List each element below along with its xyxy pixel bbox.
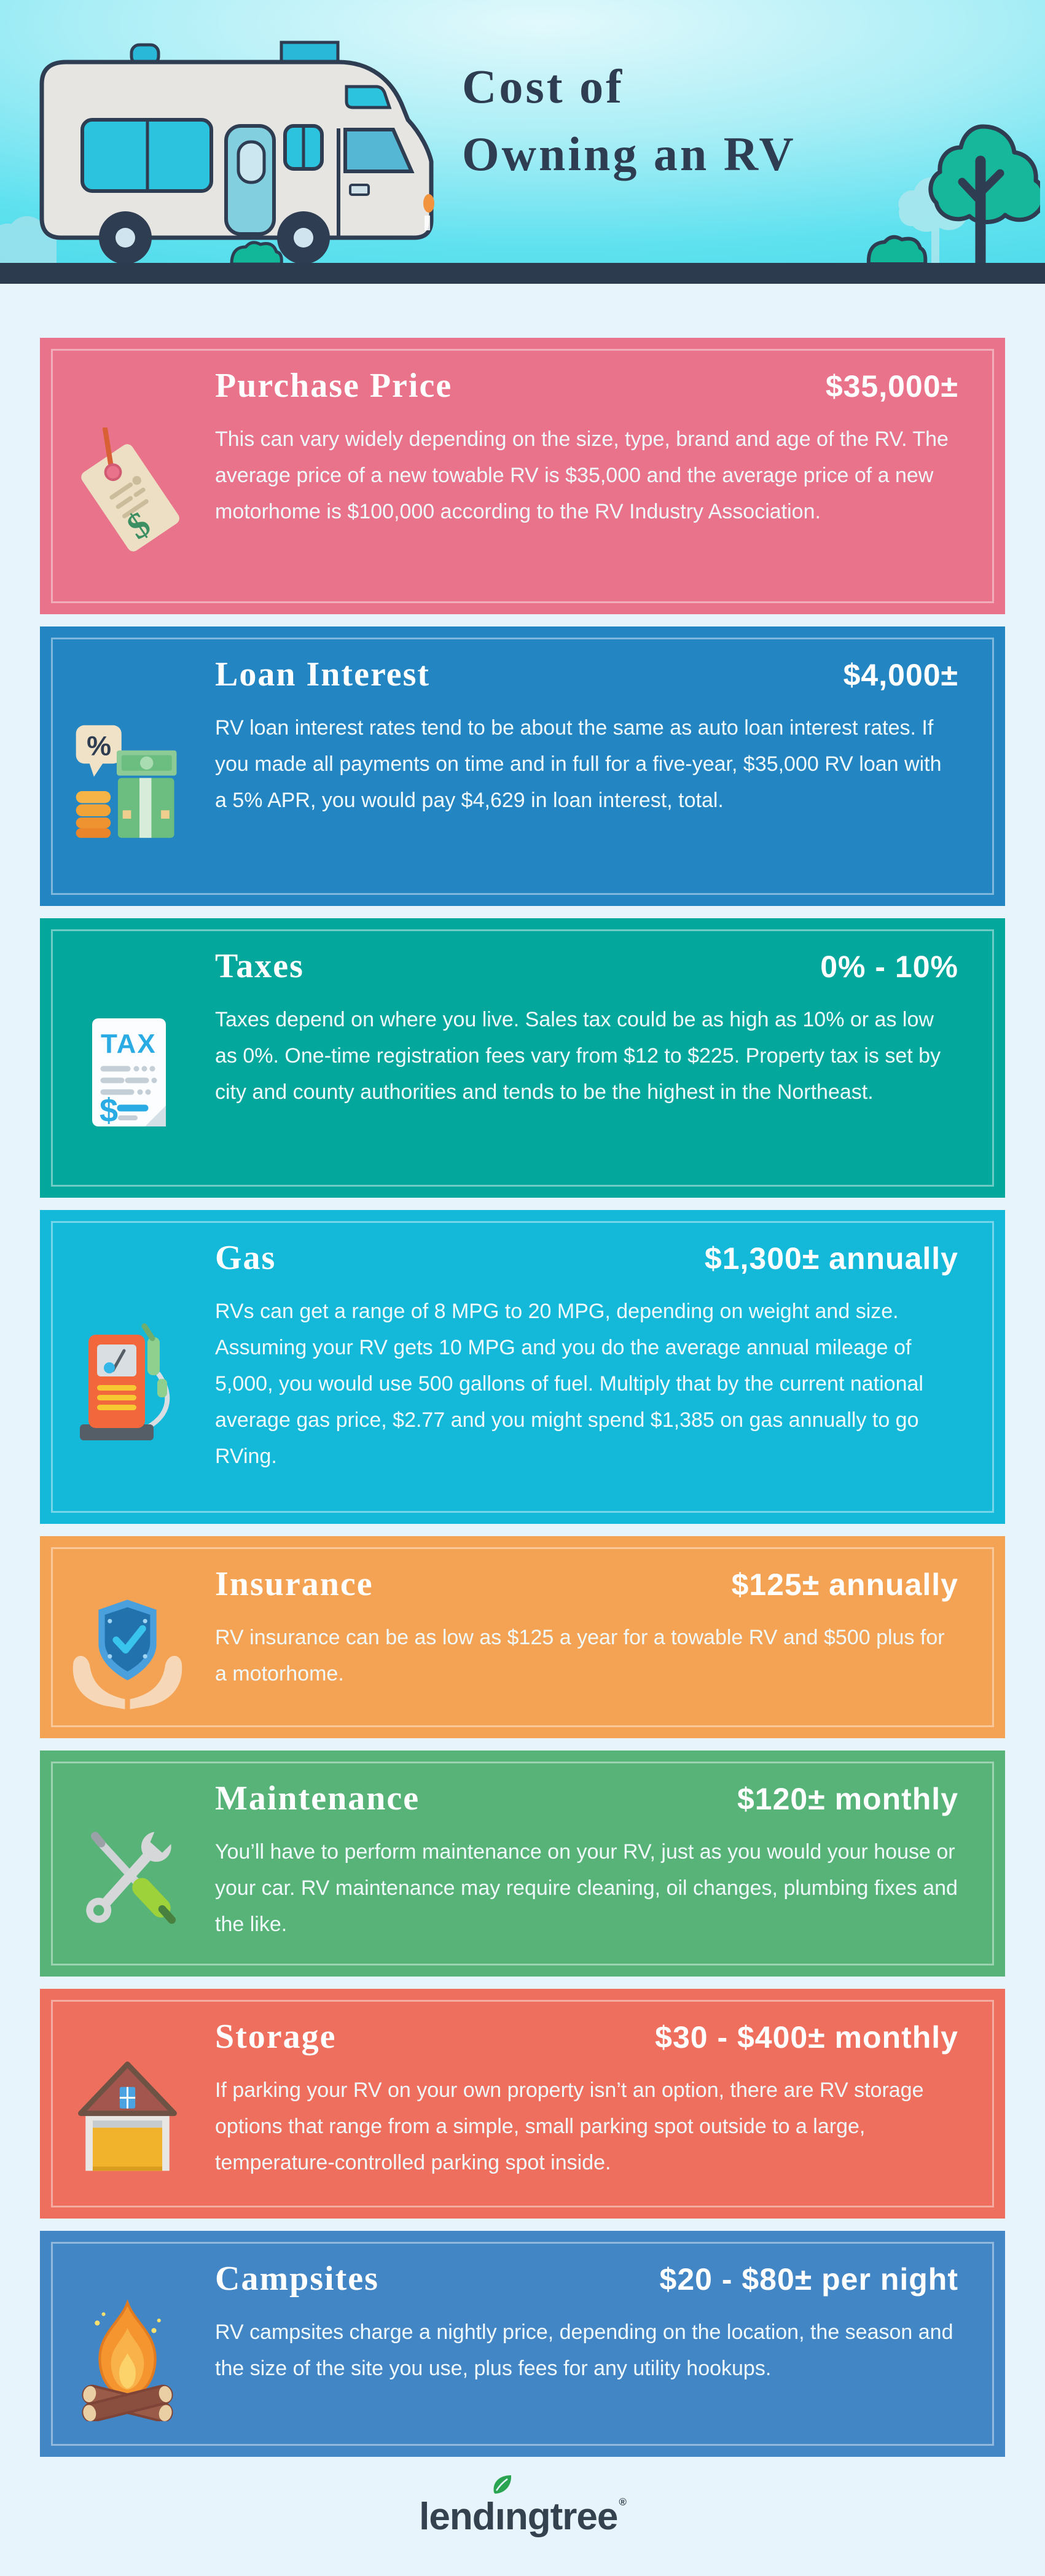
svg-text:%: %: [87, 730, 111, 762]
card-body: RVs can get a range of 8 MPG to 20 MPG, …: [215, 1300, 923, 1468]
logo-text-prefix: lend: [419, 2495, 495, 2538]
logo-dotless-i: ı: [495, 2495, 506, 2538]
gas-pump-icon: [79, 1323, 170, 1440]
card-value: $1,300± annually: [704, 1241, 958, 1276]
card-campsites: Campsites $20 - $80± per night RV campsi…: [40, 2231, 1005, 2457]
price-tag-icon: $: [81, 427, 179, 552]
registered-mark: ®: [619, 2496, 626, 2508]
page-title-line2: Owning an RV: [462, 127, 796, 181]
leaf-icon: [493, 2475, 511, 2494]
card-title: Loan Interest: [215, 655, 431, 693]
logo-text-suffix: ngtree: [504, 2495, 618, 2538]
teal-bush-icon: [230, 241, 283, 264]
tree-icon: [928, 124, 1040, 265]
card-title: Purchase Price: [215, 367, 453, 405]
rv-door-handle: [349, 184, 370, 196]
card-value: $35,000±: [825, 369, 958, 404]
rv-rear-wheel: [99, 211, 152, 264]
card-body: Taxes depend on where you live. Sales ta…: [215, 1008, 941, 1104]
rv-front-wheel: [277, 211, 330, 264]
svg-text:TAX: TAX: [101, 1029, 157, 1059]
lendingtree-logo: lendı ngtree ®: [419, 2475, 627, 2539]
card-taxes: TAX $ Taxes 0% - 10% Taxes depend on whe…: [40, 918, 1005, 1198]
card-value: 0% - 10%: [820, 950, 958, 984]
svg-text:$: $: [100, 1092, 118, 1129]
card-value: $30 - $400± monthly: [655, 2020, 958, 2055]
card-title: Gas: [215, 1239, 276, 1277]
page-title: Cost of Owning an RV: [462, 53, 796, 188]
ground-strip: [0, 263, 1045, 284]
cost-cards-list: $ Purchase Price $35,000± This can vary …: [0, 284, 1045, 2457]
shield-hands-icon: [72, 1599, 182, 1709]
card-value: $4,000±: [843, 658, 958, 692]
rv-door-window: [237, 140, 266, 184]
card-title: Taxes: [215, 947, 304, 985]
footer: lendı ngtree ®: [0, 2457, 1045, 2576]
rv-windshield: [343, 128, 415, 173]
card-title: Maintenance: [215, 1779, 420, 1817]
card-storage: Storage $30 - $400± monthly If parking y…: [40, 1989, 1005, 2219]
faint-bush-icon: [0, 216, 57, 265]
rv-overcab-window: [345, 85, 392, 109]
card-title: Insurance: [215, 1565, 374, 1603]
rv-illustration: [39, 41, 434, 264]
tools-icon: [86, 1827, 177, 1924]
card-body: This can vary widely depending on the si…: [215, 427, 949, 523]
card-value: $120± monthly: [737, 1782, 958, 1816]
tax-document-icon: TAX $: [92, 1018, 166, 1129]
card-value: $125± annually: [731, 1567, 958, 1602]
card-title: Storage: [215, 2018, 337, 2056]
card-body: RV insurance can be as low as $125 a yea…: [215, 1626, 945, 1685]
page-title-line1: Cost of: [462, 60, 625, 113]
card-value: $20 - $80± per night: [659, 2262, 958, 2297]
money-percent-icon: %: [76, 725, 177, 838]
teal-bush-icon: [866, 235, 928, 264]
header-banner: Cost of Owning an RV: [0, 0, 1045, 284]
card-body: RV campsites charge a nightly price, dep…: [215, 2320, 953, 2380]
card-loan-interest: % Loan Interest $4,000±: [40, 626, 1005, 906]
card-body: If parking your RV on your own property …: [215, 2078, 924, 2174]
card-title: Campsites: [215, 2260, 379, 2298]
card-gas: Gas $1,300± annually RVs can get a range…: [40, 1210, 1005, 1524]
card-body: RV loan interest rates tend to be about …: [215, 716, 942, 812]
rv-blinker: [423, 194, 434, 213]
card-purchase-price: $ Purchase Price $35,000± This can vary …: [40, 338, 1005, 614]
garage-icon: [78, 2061, 177, 2171]
card-insurance: Insurance $125± annually RV insurance ca…: [40, 1536, 1005, 1738]
card-maintenance: Maintenance $120± monthly You’ll have to…: [40, 1751, 1005, 1977]
card-body: You’ll have to perform maintenance on yo…: [215, 1840, 958, 1936]
campfire-icon: [82, 2298, 173, 2421]
